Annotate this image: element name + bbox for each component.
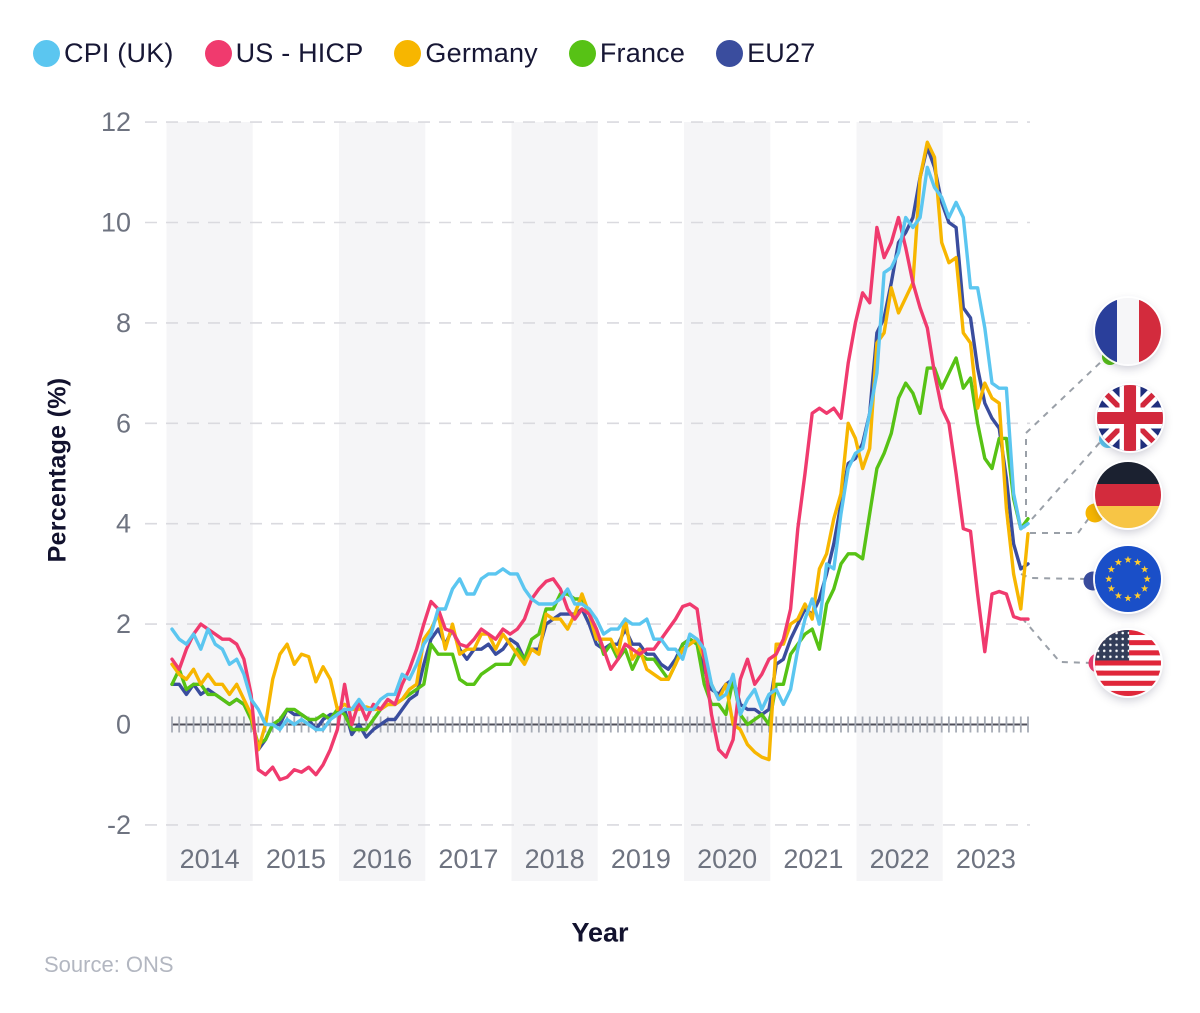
x-axis-year-labels: 2014 2015 2016 2017 2018 2019 2020 2021 2022 2023	[180, 844, 1016, 874]
legend-item-cpi-uk[interactable]: CPI (UK)	[33, 38, 174, 69]
connector-france	[1025, 358, 1105, 517]
svg-text:-2: -2	[107, 810, 131, 840]
legend-swatch-us-hicp-icon	[204, 40, 232, 67]
legend-swatch-eu27-icon	[716, 40, 744, 67]
svg-text:2016: 2016	[352, 844, 412, 874]
svg-text:0: 0	[116, 710, 131, 740]
svg-text:2021: 2021	[783, 844, 843, 874]
france-flag-icon	[1095, 298, 1161, 364]
x-axis-title: Year	[571, 917, 629, 948]
legend-swatch-cpi-uk-icon	[33, 40, 60, 67]
series-line-us-hicp[interactable]	[170, 215, 1030, 782]
germany-flag-icon	[1095, 462, 1161, 528]
svg-text:10: 10	[101, 208, 131, 238]
united-kingdom-flag-icon	[1097, 385, 1163, 451]
legend-item-eu27[interactable]: EU27	[716, 38, 815, 69]
gridlines	[145, 121, 1030, 826]
connector-germany	[1030, 513, 1093, 534]
legend-label-germany: Germany	[425, 38, 538, 68]
svg-text:2014: 2014	[180, 844, 240, 874]
svg-text:2015: 2015	[266, 844, 326, 874]
series-lines	[170, 140, 1030, 782]
year-bands	[166, 122, 943, 881]
svg-text:2020: 2020	[697, 844, 757, 874]
connector-united-kingdom	[1023, 439, 1103, 529]
svg-text:2018: 2018	[525, 844, 585, 874]
svg-text:12: 12	[101, 107, 131, 137]
svg-text:4: 4	[116, 509, 131, 539]
united-states-flag-icon	[1095, 630, 1161, 696]
legend-label-eu27: EU27	[747, 38, 816, 68]
y-axis-tick-labels: -2 0 2 4 6 8 10 12	[101, 107, 131, 840]
svg-text:2019: 2019	[611, 844, 671, 874]
svg-text:2: 2	[116, 609, 131, 639]
svg-text:2017: 2017	[438, 844, 498, 874]
legend-swatch-germany-icon	[394, 40, 422, 67]
legend-swatch-france-icon	[568, 40, 596, 67]
legend-label-cpi-uk: CPI (UK)	[64, 38, 174, 68]
source-note: Source: ONS	[44, 952, 174, 977]
legend-label-france: France	[599, 38, 686, 68]
european-union-flag-icon	[1095, 546, 1161, 612]
chart-legend: CPI (UK) US - HICP Germany France EU27	[33, 38, 815, 69]
legend-label-us-hicp: US - HICP	[235, 38, 364, 68]
connector-united-states	[1021, 617, 1093, 664]
series-line-cpi-uk[interactable]	[170, 165, 1030, 732]
connector-european-union	[1020, 573, 1087, 580]
svg-text:2023: 2023	[956, 844, 1016, 874]
legend-item-france[interactable]: France	[568, 38, 686, 69]
legend-item-us-hicp[interactable]: US - HICP	[204, 38, 364, 69]
svg-text:8: 8	[116, 308, 131, 338]
legend-item-germany[interactable]: Germany	[394, 38, 538, 69]
svg-text:6: 6	[116, 408, 131, 438]
svg-text:2022: 2022	[870, 844, 930, 874]
